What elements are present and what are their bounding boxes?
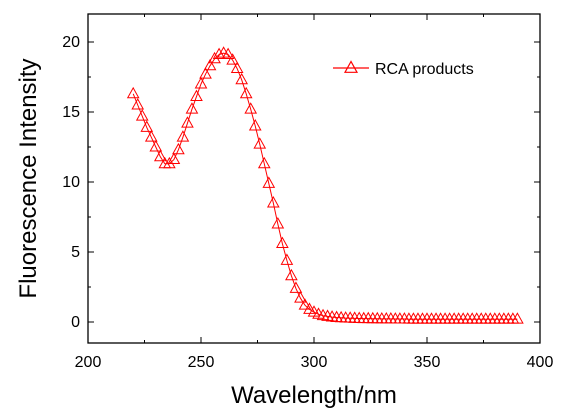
data-point-triangle [248,119,262,131]
y-tick-label: 0 [71,314,80,331]
data-point-triangle [289,281,303,293]
data-point-triangle [194,77,208,89]
data-point-triangle [203,58,217,71]
axis-ticks: 200 250 300 350 400 0 5 10 15 20 [62,14,553,371]
data-point-triangle [163,156,176,169]
data-point-triangle [235,72,249,85]
data-point-triangle [212,47,226,60]
data-point-triangle [181,116,194,128]
data-point-triangle [321,309,334,321]
data-point-triangle [221,47,235,60]
data-point-triangle [217,46,230,58]
x-tick-label: 200 [75,354,102,371]
data-point-triangle [140,120,154,132]
data-point-triangle [280,253,294,265]
data-point-triangle [226,53,239,65]
x-tick-label: 400 [527,354,554,371]
data-point-triangle [316,308,330,321]
data-point-triangle [239,86,253,99]
data-point-triangle [172,142,185,155]
data-point-triangle [131,98,145,110]
data-point-triangle [190,89,203,102]
plot-frame [87,13,541,344]
data-point-triangle [167,152,181,165]
data-series [126,46,524,324]
legend-label: RCA products [375,61,474,78]
data-point-triangle [298,298,312,310]
y-tick-label: 20 [62,34,80,51]
data-point-triangle [294,291,307,303]
data-point-triangle [199,67,212,79]
data-point-triangle [176,130,190,142]
series-line [132,52,518,320]
data-point-triangle [511,312,524,324]
data-point-triangle [244,102,258,114]
data-point-triangle [185,102,199,114]
data-point-triangle [285,268,298,281]
y-axis-title: Fluorescence Intensity [15,58,42,298]
data-point-triangle [135,109,149,121]
x-axis-title: Wavelength/nm [231,382,397,409]
y-tick-label: 5 [71,244,80,261]
data-point-triangle [153,149,167,162]
data-point-triangle [230,61,244,74]
data-point-triangle [144,130,158,142]
data-point-triangle [208,51,221,64]
data-point-triangle [266,196,280,208]
data-point-triangle [149,140,163,152]
data-point-triangle [276,236,289,249]
data-point-triangle [257,156,271,169]
data-point-triangle [253,137,267,149]
data-point-triangle [126,86,140,99]
y-tick-label: 15 [62,104,80,121]
x-tick-label: 250 [188,354,215,371]
y-tick-label: 10 [62,174,80,191]
x-tick-label: 350 [414,354,441,371]
data-point-triangle [262,176,276,188]
data-point-triangle [271,217,285,229]
x-tick-label: 300 [301,354,328,371]
data-point-triangle [303,302,316,314]
legend-marker-triangle [343,60,359,73]
legend: RCA products [333,60,474,78]
